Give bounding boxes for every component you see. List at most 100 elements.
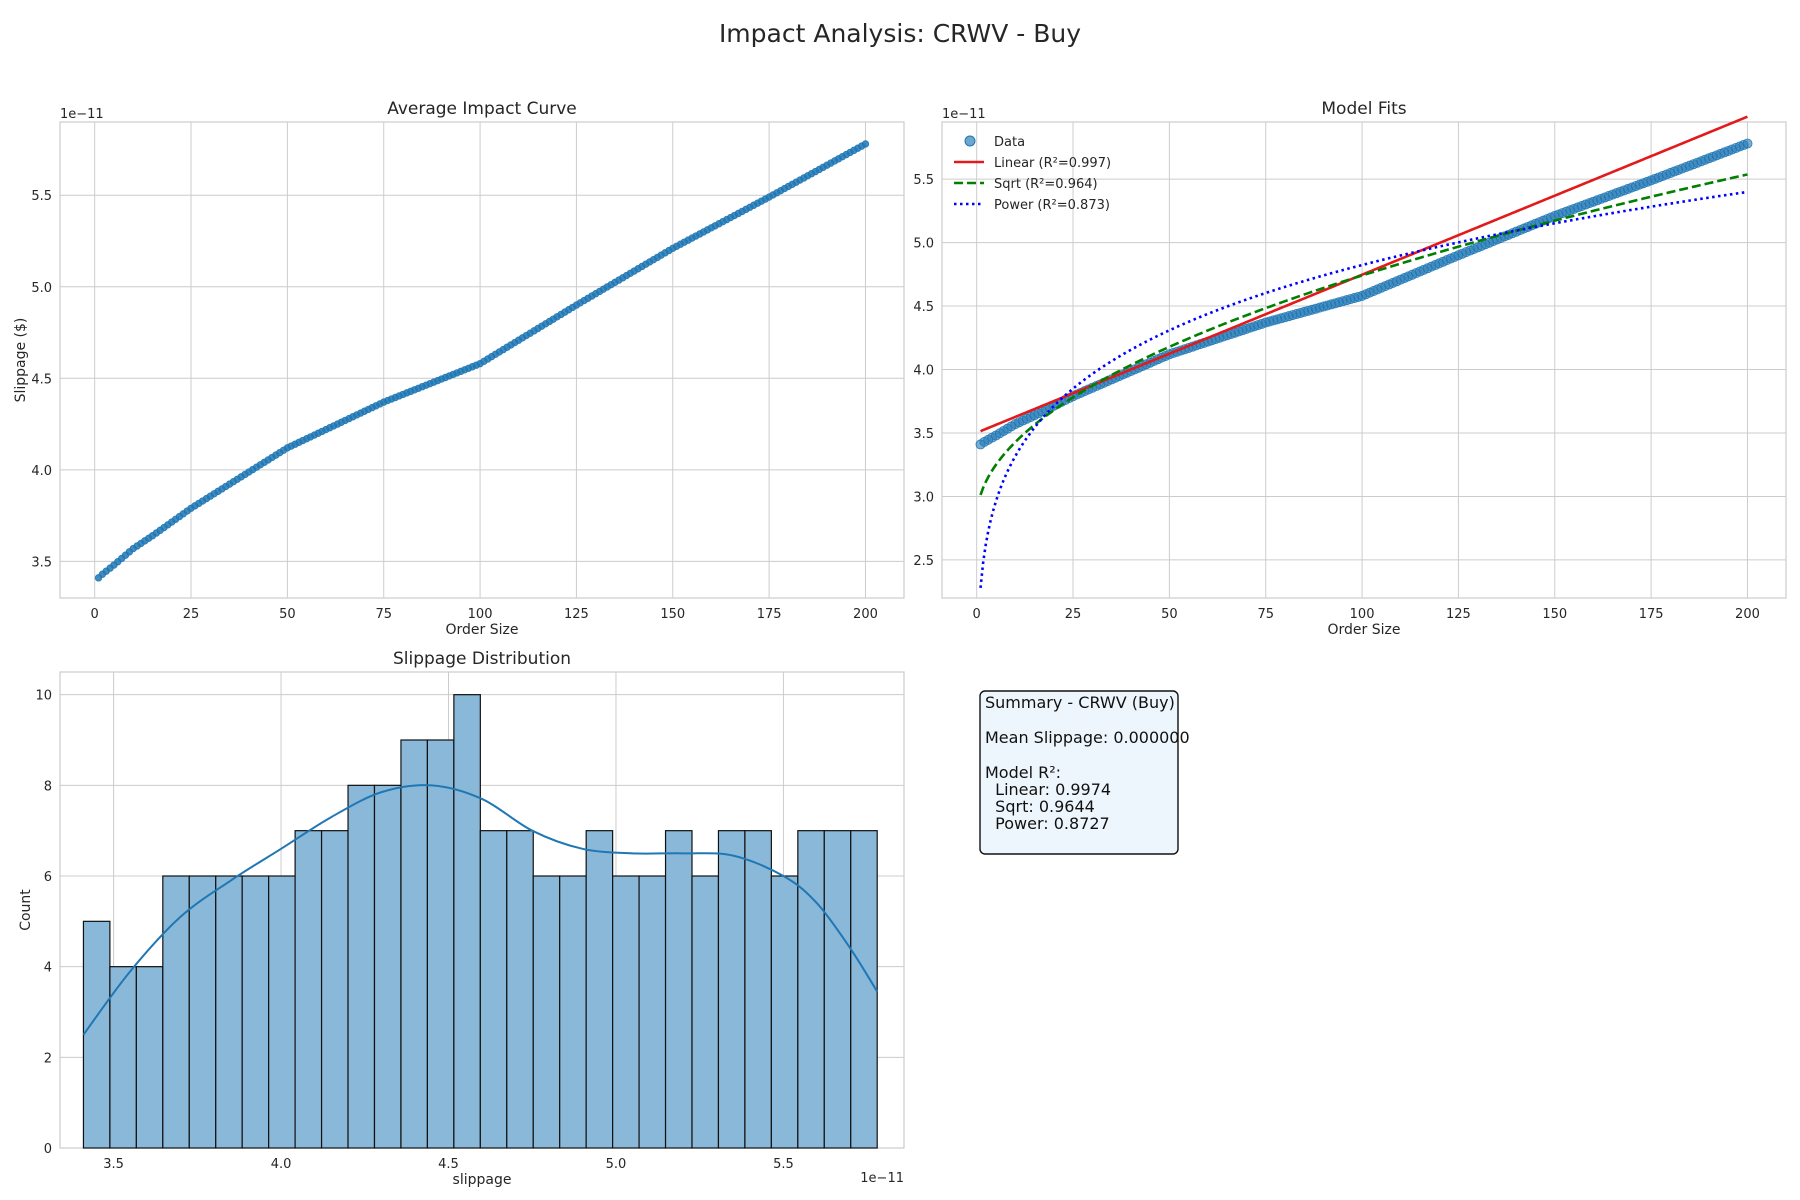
histogram-bar	[426, 739, 455, 1149]
slippage-distribution-panel: 3.5 4.0 4.5 5.0 5.5 0 2 4 6 8 10 Slippage Distrib…	[18, 649, 905, 1188]
model-fits-plot-area	[941, 121, 1787, 599]
summary-box-frame	[979, 690, 1179, 855]
impact-curve-y-tick-label: 4.5	[31, 372, 52, 387]
slippage-distribution-x-tick-label: 3.5	[103, 1157, 124, 1172]
slippage-distribution-bars	[82, 694, 879, 1149]
model-fits-legend: Data Linear (R²=0.997) Sqrt (R²=0.964) P…	[954, 135, 1111, 213]
slippage-distribution-y-label: Count	[18, 889, 34, 931]
histogram-bar	[479, 830, 508, 1149]
summary-power-r2: Power: 0.8727	[985, 814, 1110, 833]
impact-curve-panel: 0 25 50 75 100 125 150 175 200 3.5 4.0 4.5 5.0 5.5 A…	[13, 99, 905, 638]
slippage-distribution-x-tick-label: 4.5	[438, 1157, 459, 1172]
histogram-bar	[691, 875, 720, 1149]
model-fits-x-tick-label: 75	[1257, 607, 1274, 622]
model-fits-panel: 0 25 50 75 100 125 150 175 200 2.5 3.0 3.5 4.0 4.5 5.…	[913, 99, 1787, 638]
legend-label-data: Data	[994, 135, 1025, 150]
model-fits-x-label: Order Size	[1328, 622, 1401, 638]
summary-sqrt-r2: Sqrt: 0.9644	[985, 797, 1095, 816]
histogram-bar	[612, 875, 640, 1149]
model-fits-x-tick-label: 200	[1735, 607, 1760, 622]
impact-curve-x-tick-label: 50	[279, 607, 296, 622]
model-fits-y-tick-label: 4.0	[913, 364, 934, 379]
histogram-bar	[82, 920, 111, 1149]
impact-curve-y-tick-label: 5.0	[31, 281, 52, 296]
histogram-bar	[135, 966, 164, 1149]
impact-curve-x-ticks: 0 25 50 75 100 125 150 175 200	[91, 607, 878, 622]
model-fits-x-tick-label: 50	[1161, 607, 1178, 622]
model-fits-grid	[942, 122, 1786, 598]
legend-item-sqrt: Sqrt (R²=0.964)	[954, 177, 1098, 192]
summary-model-header: Model R²:	[985, 763, 1061, 782]
histogram-bar	[850, 830, 878, 1149]
impact-curve-x-tick-label: 200	[853, 607, 878, 622]
summary-box: Summary - CRWV (Buy) Mean Slippage: 0.00…	[979, 690, 1190, 855]
histogram-bar	[585, 830, 614, 1149]
impact-curve-y-ticks: 3.5 4.0 4.5 5.0 5.5	[31, 189, 52, 570]
legend-item-power: Power (R²=0.873)	[954, 198, 1110, 213]
histogram-bar	[347, 784, 376, 1149]
histogram-bar	[532, 875, 561, 1149]
model-fits-x-tick-label: 100	[1350, 607, 1375, 622]
model-fits-x-ticks: 0 25 50 75 100 125 150 175 200	[973, 607, 1760, 622]
impact-curve-point	[861, 140, 870, 148]
histogram-bar	[664, 830, 693, 1149]
legend-item-data: Data	[964, 135, 1025, 150]
slippage-distribution-y-tick-label: 8	[44, 779, 52, 794]
model-fits-y-tick-label: 5.5	[913, 173, 934, 188]
histogram-bar	[241, 875, 270, 1149]
legend-label-linear: Linear (R²=0.997)	[994, 156, 1111, 171]
power-fit-line	[979, 190, 1748, 588]
histogram-bar	[215, 875, 243, 1149]
slippage-distribution-y-tick-label: 2	[44, 1051, 52, 1066]
impact-curve-y-tick-label: 4.0	[31, 464, 52, 479]
model-fits-y-tick-label: 3.5	[913, 427, 934, 442]
impact-curve-y-tick-label: 5.5	[31, 189, 52, 204]
impact-curve-x-tick-label: 25	[183, 607, 200, 622]
histogram-bar	[797, 830, 825, 1149]
slippage-distribution-y-tick-label: 10	[35, 689, 52, 704]
slippage-distribution-y-tick-label: 0	[44, 1142, 52, 1157]
model-fits-x-tick-label: 150	[1542, 607, 1567, 622]
model-fits-x-tick-label: 0	[973, 607, 981, 622]
impact-curve-plot-area	[59, 121, 905, 599]
linear-fit-line	[980, 115, 1748, 433]
histogram-bar	[823, 830, 852, 1149]
model-fits-y-tick-label: 3.0	[913, 490, 934, 505]
histogram-bar	[717, 830, 746, 1149]
sqrt-fit-line	[979, 173, 1748, 496]
impact-curve-x-tick-label: 100	[468, 607, 493, 622]
legend-label-sqrt: Sqrt (R²=0.964)	[994, 177, 1098, 192]
legend-label-power: Power (R²=0.873)	[994, 198, 1110, 213]
histogram-bar	[744, 830, 772, 1149]
model-fits-x-tick-label: 125	[1446, 607, 1471, 622]
impact-curve-x-tick-label: 125	[564, 607, 589, 622]
legend-item-linear: Linear (R²=0.997)	[954, 156, 1111, 171]
model-fits-series	[975, 115, 1753, 588]
summary-mean-slippage: Mean Slippage: 0.000000	[985, 728, 1190, 747]
kde-curve	[82, 784, 879, 1036]
summary-title: Summary - CRWV (Buy)	[985, 693, 1175, 712]
impact-curve-y-tick-label: 3.5	[31, 555, 52, 570]
histogram-bar	[638, 875, 667, 1149]
model-fits-x-tick-label: 25	[1065, 607, 1082, 622]
model-fits-title: Model Fits	[1321, 99, 1406, 119]
figure-title: Impact Analysis: CRWV - Buy	[719, 19, 1081, 48]
impact-curve-grid	[60, 122, 904, 598]
impact-curve-x-tick-label: 0	[91, 607, 99, 622]
histogram-bar	[770, 875, 799, 1149]
histogram-bar	[453, 694, 481, 1149]
histogram-bar	[400, 739, 429, 1149]
model-fits-x-tick-label: 175	[1639, 607, 1664, 622]
slippage-distribution-y-ticks: 0 2 4 6 8 10	[35, 689, 52, 1157]
histogram-bar	[373, 784, 402, 1149]
model-fits-data-point	[1742, 138, 1753, 149]
slippage-distribution-title: Slippage Distribution	[393, 649, 571, 669]
histogram-bar	[559, 875, 587, 1149]
slippage-distribution-x-tick-label: 5.5	[773, 1157, 794, 1172]
histogram-bar	[268, 875, 296, 1149]
model-fits-y-ticks: 2.5 3.0 3.5 4.0 4.5 5.0 5.5	[913, 173, 934, 569]
model-fits-offset-label: 1e−11	[942, 107, 986, 122]
slippage-distribution-y-tick-label: 6	[44, 870, 52, 885]
impact-curve-x-tick-label: 175	[757, 607, 782, 622]
